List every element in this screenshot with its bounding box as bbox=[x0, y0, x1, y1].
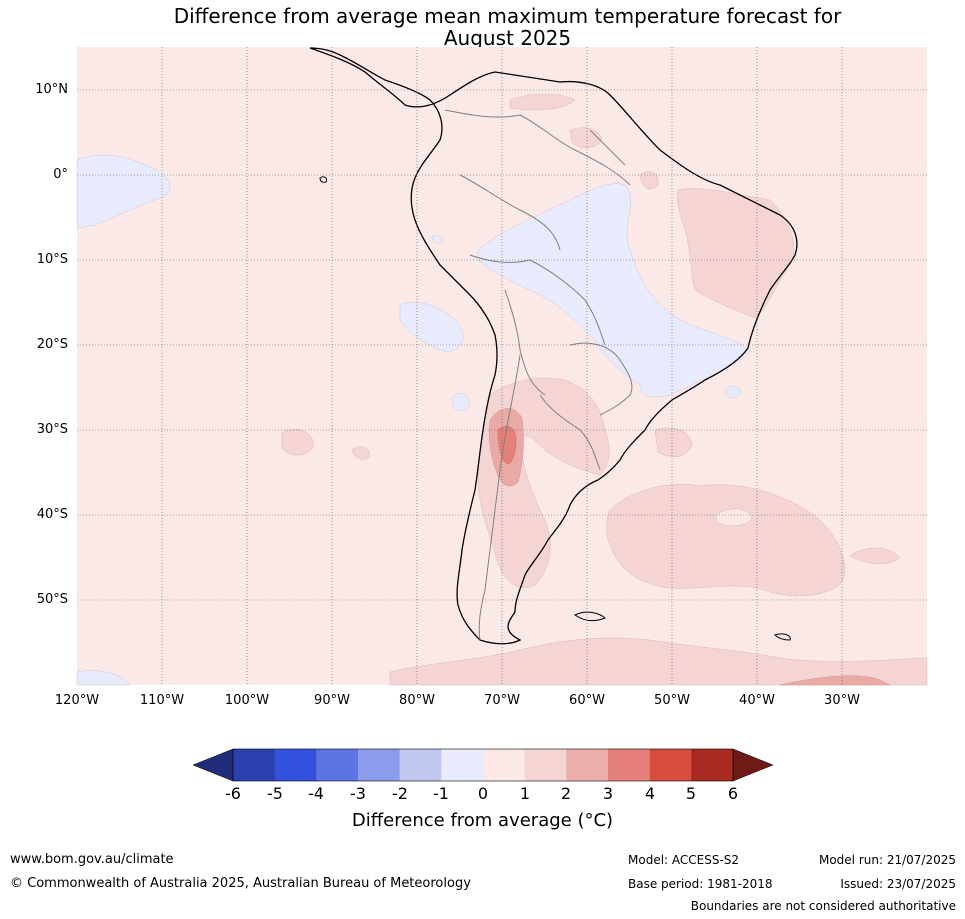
colorbar-tick: -5 bbox=[267, 784, 283, 803]
chart-title-line2: August 2025 bbox=[443, 26, 572, 50]
colorbar-swatch bbox=[608, 749, 651, 781]
cool-anomaly-small-1 bbox=[451, 392, 471, 411]
colorbar-swatch bbox=[274, 749, 317, 781]
colorbar-arrow-high bbox=[732, 748, 774, 782]
footer-url[interactable]: www.bom.gov.au/climate bbox=[10, 852, 174, 867]
cool-anomaly-pacific bbox=[76, 154, 171, 229]
colorbar-swatch bbox=[399, 749, 442, 781]
colorbar-tick: 2 bbox=[560, 784, 572, 803]
cool-anomaly-peru-coast bbox=[399, 302, 464, 353]
colorbar-tick: 3 bbox=[602, 784, 614, 803]
colorbar-arrow-low bbox=[192, 748, 234, 782]
footer-base-period: Base period: 1981-2018 bbox=[628, 877, 773, 891]
warm-anomaly-southern-band bbox=[389, 637, 928, 686]
warm-anomaly-caribbean bbox=[509, 93, 576, 111]
warm-anomaly-pacific-2 bbox=[351, 446, 371, 460]
colorbar-tick: 4 bbox=[644, 784, 656, 803]
footer-model: Model: ACCESS-S2 bbox=[628, 853, 740, 867]
lat-label-10s: 10°S bbox=[36, 252, 68, 267]
colorbar-tick: -1 bbox=[433, 784, 449, 803]
lon-label-90w: 90°W bbox=[314, 693, 350, 708]
colorbar-tick: 0 bbox=[477, 784, 489, 803]
lat-label-50s: 50°S bbox=[36, 592, 68, 607]
colorbar-border bbox=[232, 748, 734, 782]
cool-anomaly-brazil bbox=[477, 183, 751, 398]
colorbar-tick: 5 bbox=[685, 784, 697, 803]
warm-anomaly-guiana bbox=[639, 171, 659, 190]
cool-anomaly-small-3 bbox=[431, 235, 443, 244]
colorbar-tick: 6 bbox=[727, 784, 739, 803]
colorbar-tick: -3 bbox=[350, 784, 366, 803]
colorbar-swatch bbox=[691, 749, 734, 781]
colorbar-swatch bbox=[524, 749, 567, 781]
footer-disclaimer: Boundaries are not considered authoritat… bbox=[690, 899, 956, 913]
warm-anomaly-ne-brazil bbox=[677, 188, 795, 319]
cool-anomaly-small-2 bbox=[724, 385, 741, 398]
warm-anomaly-se-corner-2to3 bbox=[779, 675, 891, 686]
warm-anomaly-south-atlantic bbox=[606, 484, 845, 597]
lat-label-0: 0° bbox=[53, 167, 68, 182]
lat-label-30s: 30°S bbox=[36, 422, 68, 437]
colorbar-tick: 1 bbox=[519, 784, 531, 803]
colorbar-swatch bbox=[566, 749, 609, 781]
colorbar bbox=[192, 748, 774, 782]
warm-anomaly-venezuela bbox=[569, 127, 603, 148]
graticule bbox=[77, 47, 927, 685]
chart-title-line1: Difference from average mean maximum tem… bbox=[173, 4, 842, 28]
lon-label-30w: 30°W bbox=[824, 693, 860, 708]
lon-label-120w: 120°W bbox=[54, 693, 100, 708]
cool-anomaly-sw-corner bbox=[76, 670, 131, 686]
warm-anomaly-pacific-1 bbox=[281, 429, 315, 456]
colorbar-swatch bbox=[233, 749, 276, 781]
lat-label-10n: 10°N bbox=[35, 82, 68, 97]
warm-anomaly-far-east bbox=[849, 547, 901, 564]
footer-copyright: © Commonwealth of Australia 2025, Austra… bbox=[10, 876, 471, 891]
colorbar-swatch bbox=[316, 749, 359, 781]
warm-anomaly-uruguay bbox=[654, 427, 693, 457]
lon-label-60w: 60°W bbox=[569, 693, 605, 708]
lon-label-70w: 70°W bbox=[484, 693, 520, 708]
lon-label-40w: 40°W bbox=[739, 693, 775, 708]
colorbar-swatch bbox=[483, 749, 526, 781]
footer-issued: Issued: 23/07/2025 bbox=[840, 877, 956, 891]
lon-label-100w: 100°W bbox=[224, 693, 270, 708]
colorbar-swatch bbox=[441, 749, 484, 781]
lat-label-40s: 40°S bbox=[36, 507, 68, 522]
lon-label-110w: 110°W bbox=[139, 693, 185, 708]
colorbar-swatch bbox=[358, 749, 401, 781]
warm-anomaly-hole bbox=[715, 508, 753, 526]
colorbar-tick: -4 bbox=[308, 784, 324, 803]
lon-label-50w: 50°W bbox=[654, 693, 690, 708]
lon-label-80w: 80°W bbox=[399, 693, 435, 708]
country-boundaries bbox=[444, 109, 633, 641]
colorbar-tick: -2 bbox=[392, 784, 408, 803]
south-america-coastline bbox=[309, 47, 798, 645]
islands bbox=[319, 176, 791, 641]
lat-label-20s: 20°S bbox=[36, 337, 68, 352]
colorbar-title: Difference from average (°C) bbox=[351, 810, 614, 831]
colorbar-tick: -6 bbox=[225, 784, 241, 803]
colorbar-swatch bbox=[649, 749, 692, 781]
footer-model-run: Model run: 21/07/2025 bbox=[818, 853, 956, 867]
